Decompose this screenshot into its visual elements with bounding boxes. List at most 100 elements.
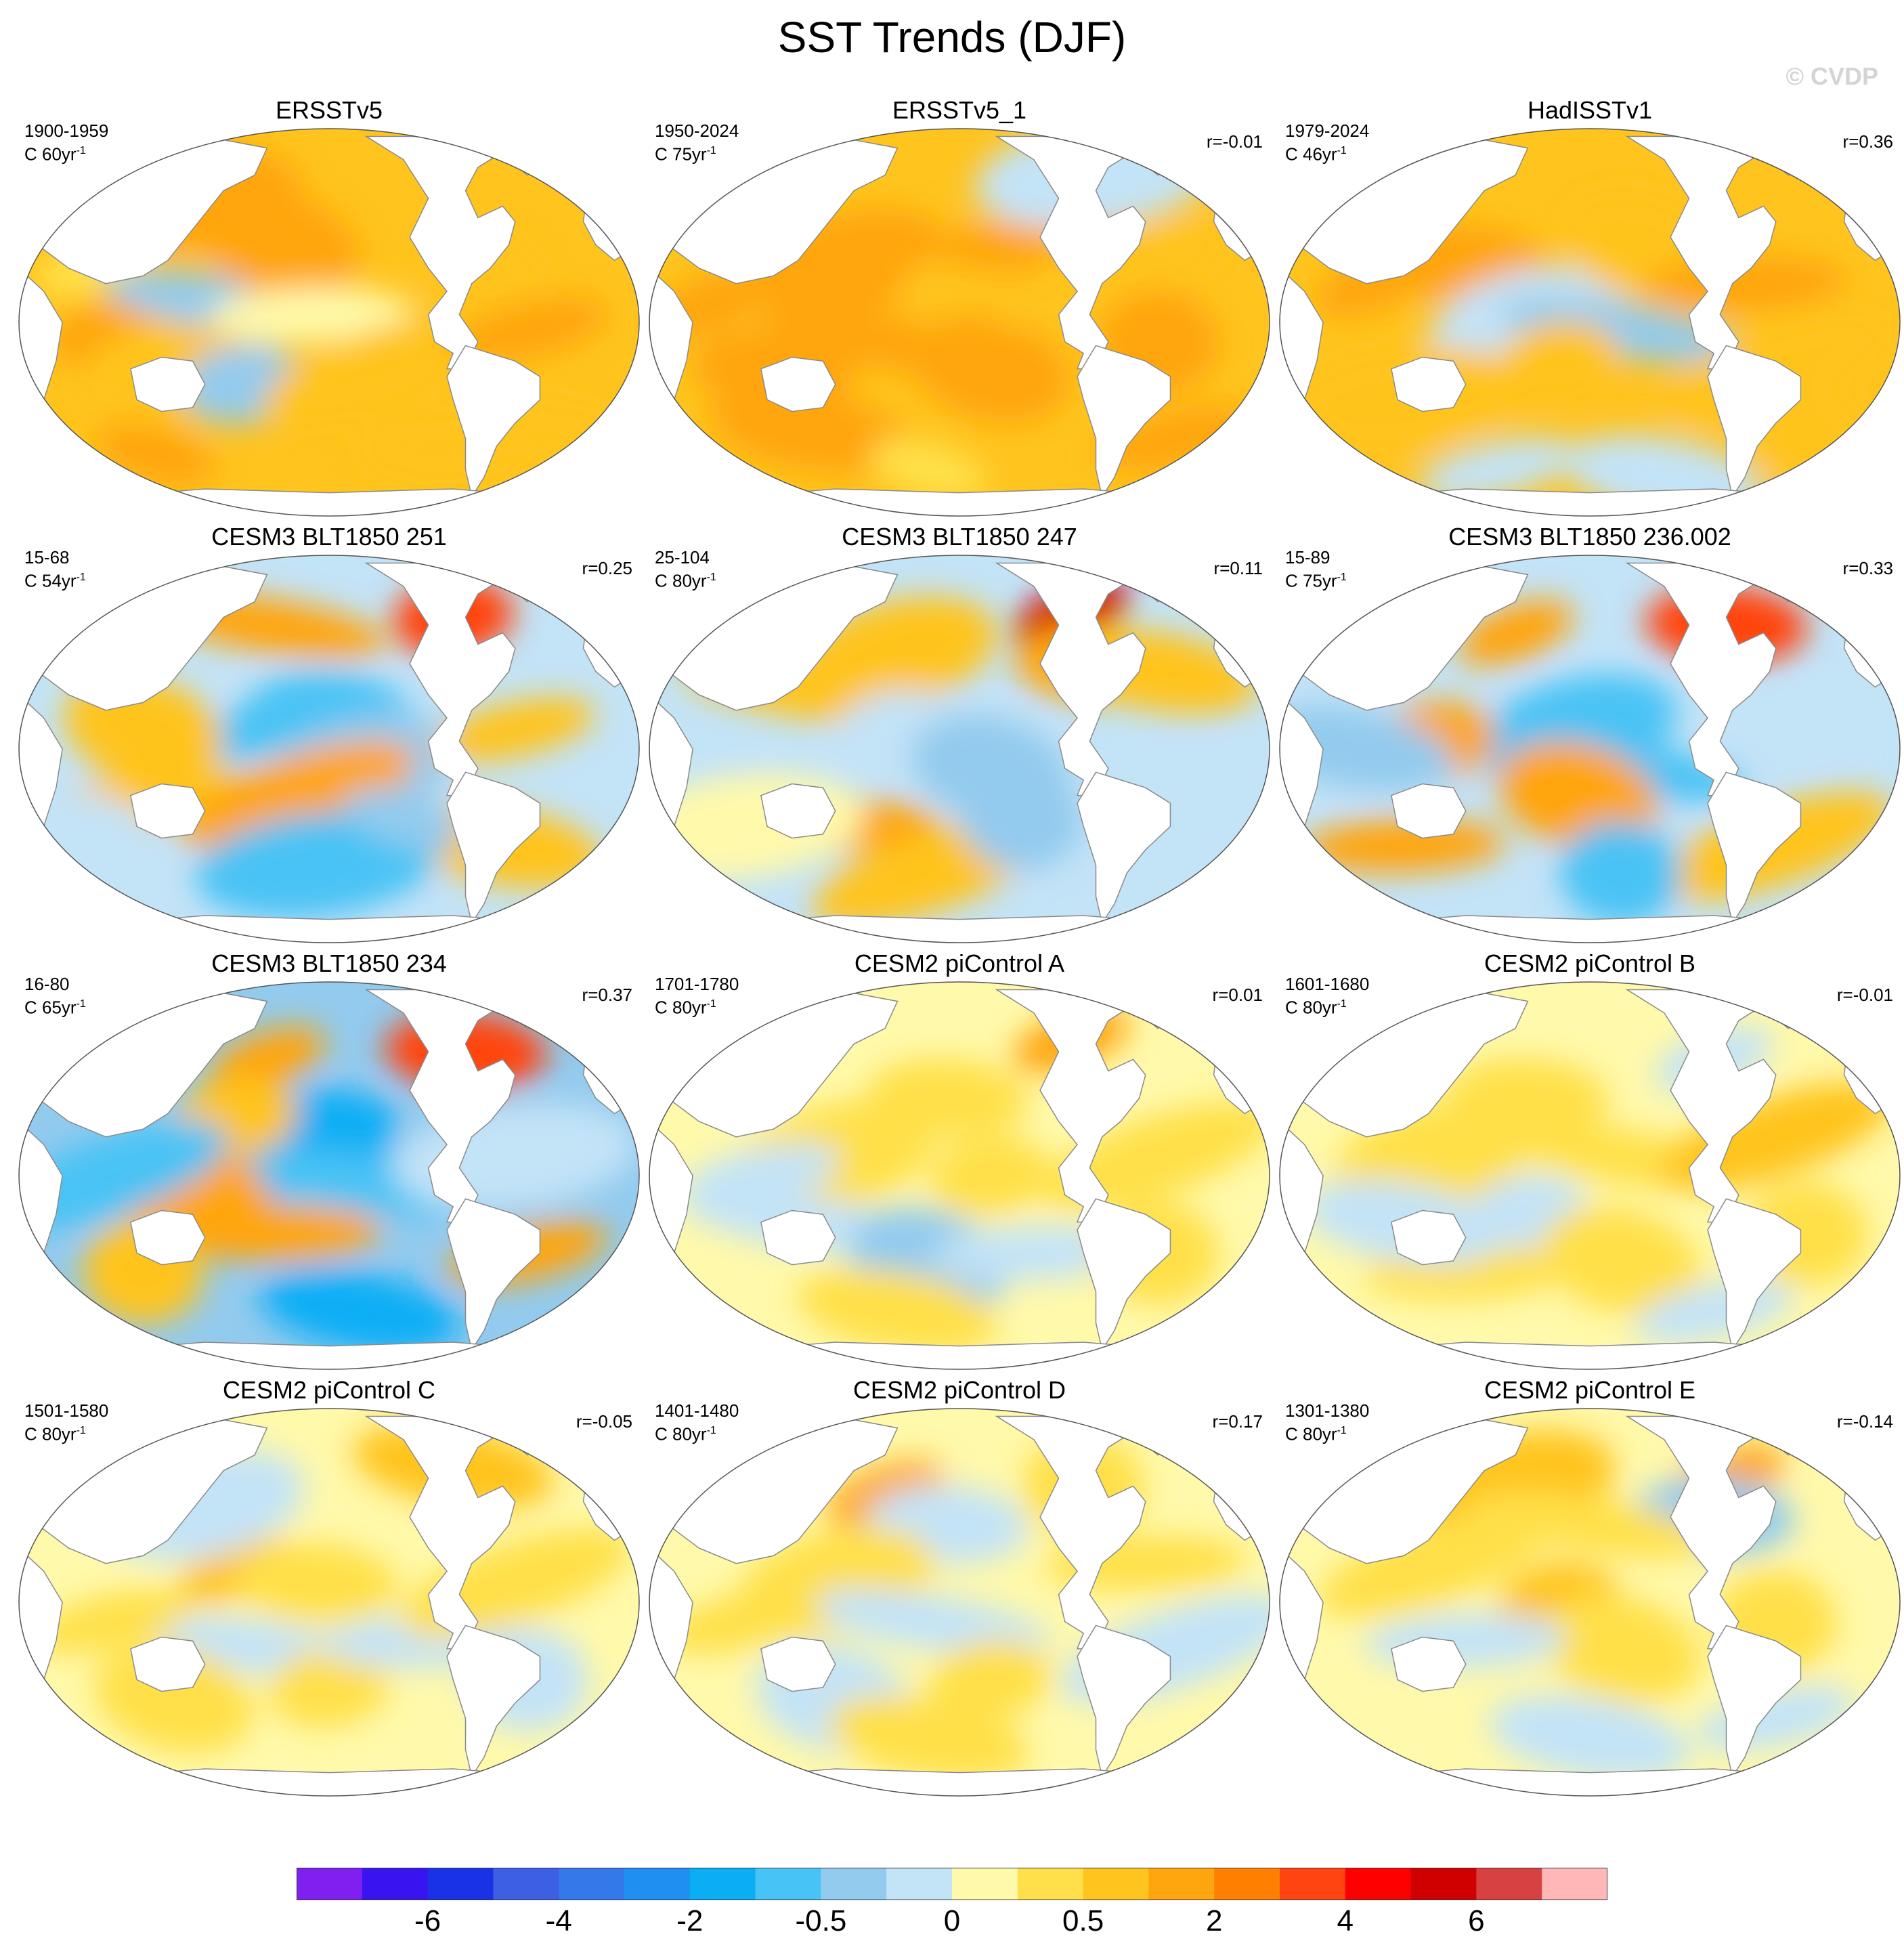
sst-trend-map bbox=[649, 128, 1270, 517]
panel-period: 1979-2024 bbox=[1285, 121, 1370, 141]
panel-title: HadISSTv1 bbox=[1527, 96, 1653, 124]
panel-title: CESM3 BLT1850 234 bbox=[211, 949, 447, 977]
sst-trend-map bbox=[18, 981, 640, 1370]
trend-anomaly-region bbox=[435, 697, 595, 762]
trend-anomaly-region bbox=[1318, 1509, 1551, 1618]
panel-period: 1900-1959 bbox=[24, 121, 109, 141]
map-border bbox=[18, 1408, 640, 1797]
trend-anomaly-region bbox=[1469, 1492, 1710, 1558]
landmass-australia bbox=[760, 1636, 836, 1692]
landmass-antarctica bbox=[741, 1342, 1177, 1369]
colorbar-tick-label: 0 bbox=[943, 1904, 961, 1937]
map-panel: CESM3 BLT1850 236.002 15-89 C 75yr-1 r=0.33 bbox=[1273, 523, 1904, 953]
colorbar-tick-label: 4 bbox=[1337, 1904, 1354, 1937]
panel-units: C 80yr-1 bbox=[24, 1423, 86, 1444]
landmass-southAmerica bbox=[1077, 1198, 1171, 1352]
landmass-antarctica bbox=[111, 1342, 547, 1369]
pattern-correlation: r=0.37 bbox=[582, 985, 632, 1005]
panel-title: CESM2 piControl A bbox=[854, 949, 1065, 977]
map-border bbox=[649, 555, 1270, 943]
panel-units-text: C 75yr bbox=[655, 144, 707, 165]
pattern-correlation: r=0.25 bbox=[582, 558, 632, 578]
colorbar-tick-label: 0.5 bbox=[1062, 1904, 1104, 1937]
colorbar bbox=[297, 1868, 1607, 1900]
trend-anomaly-region bbox=[1498, 321, 1620, 401]
pattern-correlation: r=0.36 bbox=[1842, 131, 1893, 152]
trend-anomaly-region bbox=[268, 1648, 390, 1728]
colorbar-tick-label: -6 bbox=[414, 1904, 441, 1937]
panel-units: C 75yr-1 bbox=[655, 144, 716, 165]
landmass-australia bbox=[1391, 1636, 1467, 1692]
panel-units-text: C 54yr bbox=[24, 570, 77, 591]
trend-anomaly-region bbox=[209, 287, 412, 342]
landmass-northAmerica bbox=[995, 1415, 1146, 1650]
landmass-northAmerica bbox=[1625, 989, 1777, 1223]
colorbar-swatch bbox=[1214, 1868, 1280, 1900]
colorbar-swatch bbox=[493, 1868, 559, 1900]
trend-anomaly-region bbox=[1097, 406, 1256, 471]
landmass-northAmerica bbox=[1625, 1415, 1777, 1650]
map-panel: CESM2 piControl B 1601-1680 C 80yr-1 r=-0.0… bbox=[1273, 949, 1904, 1380]
colorbar-swatch bbox=[362, 1868, 429, 1900]
landmass-antarctica bbox=[111, 1768, 547, 1796]
trend-anomaly-region bbox=[181, 741, 414, 850]
panel-units-text: C 80yr bbox=[655, 997, 707, 1018]
landmass-southAmerica bbox=[446, 1625, 541, 1778]
map-border bbox=[1279, 555, 1901, 943]
map-panel: CESM2 piControl D 1401-1480 C 80yr-1 r=0.17 bbox=[643, 1376, 1276, 1807]
pattern-correlation: r=0.01 bbox=[1212, 985, 1263, 1005]
panel-units: C 80yr-1 bbox=[1285, 997, 1347, 1018]
panel-title: ERSSTv5_1 bbox=[892, 96, 1027, 124]
panel-period: 1401-1480 bbox=[655, 1400, 739, 1421]
map-border bbox=[649, 1408, 1270, 1797]
panel-title: CESM3 BLT1850 251 bbox=[211, 523, 447, 551]
landmass-antarctica bbox=[1372, 1342, 1808, 1369]
panel-title: ERSSTv5 bbox=[275, 96, 383, 124]
landmass-antarctica bbox=[741, 1768, 1177, 1796]
colorbar-swatch bbox=[1280, 1868, 1346, 1900]
panel-units: C 46yr-1 bbox=[1285, 144, 1347, 165]
landmass-northAmerica bbox=[1625, 135, 1777, 370]
trend-anomaly-region bbox=[827, 1461, 943, 1527]
sst-trend-map bbox=[18, 555, 640, 943]
trend-anomaly-region bbox=[235, 1543, 398, 1623]
panel-period: 25-104 bbox=[655, 547, 710, 567]
landmass-northAmerica bbox=[364, 135, 516, 370]
landmass-southAmerica bbox=[1077, 771, 1171, 925]
trend-anomaly-region bbox=[195, 812, 438, 919]
landmass-australia bbox=[1391, 1209, 1467, 1266]
map-border bbox=[649, 981, 1270, 1370]
panel-units-text: C 80yr bbox=[1285, 997, 1337, 1018]
panel-units-text: C 46yr bbox=[1285, 144, 1337, 165]
trend-anomaly-region bbox=[869, 438, 988, 501]
trend-anomaly-region bbox=[259, 1268, 460, 1354]
trend-anomaly-region bbox=[1457, 599, 1574, 666]
panel-units-text: C 80yr bbox=[655, 570, 707, 591]
map-border bbox=[1279, 981, 1901, 1370]
pattern-correlation: r=-0.05 bbox=[576, 1411, 632, 1432]
panel-period: 1701-1780 bbox=[655, 974, 739, 994]
landmass-southAmerica bbox=[1707, 1198, 1802, 1352]
map-border bbox=[18, 128, 640, 517]
trend-anomaly-region bbox=[209, 1026, 326, 1092]
pattern-correlation: r=0.17 bbox=[1212, 1411, 1263, 1432]
landmass-antarctica bbox=[1372, 915, 1808, 943]
landmass-australia bbox=[1391, 783, 1467, 839]
panel-units-text: C 80yr bbox=[655, 1423, 707, 1444]
trend-anomaly-region bbox=[828, 1695, 1029, 1780]
panel-period: 16-80 bbox=[24, 974, 70, 994]
sst-trend-map bbox=[18, 128, 640, 517]
trend-anomaly-region bbox=[448, 298, 607, 362]
landmass-australia bbox=[760, 783, 836, 839]
landmass-southAmerica bbox=[446, 345, 541, 498]
colorbar-swatch bbox=[1083, 1868, 1149, 1900]
panel-units: C 80yr-1 bbox=[1285, 1423, 1347, 1444]
panel-period: 1601-1680 bbox=[1285, 974, 1370, 994]
map-panel: ERSSTv5 1900-1959 C 60yr-1 bbox=[12, 96, 646, 527]
trend-anomaly-region bbox=[930, 1639, 1052, 1720]
colorbar-tick-label: 2 bbox=[1205, 1904, 1223, 1937]
map-border bbox=[1279, 128, 1901, 517]
panel-title: CESM2 piControl B bbox=[1484, 949, 1696, 977]
trend-anomaly-region bbox=[710, 388, 911, 473]
trend-anomaly-region bbox=[1708, 697, 1868, 762]
